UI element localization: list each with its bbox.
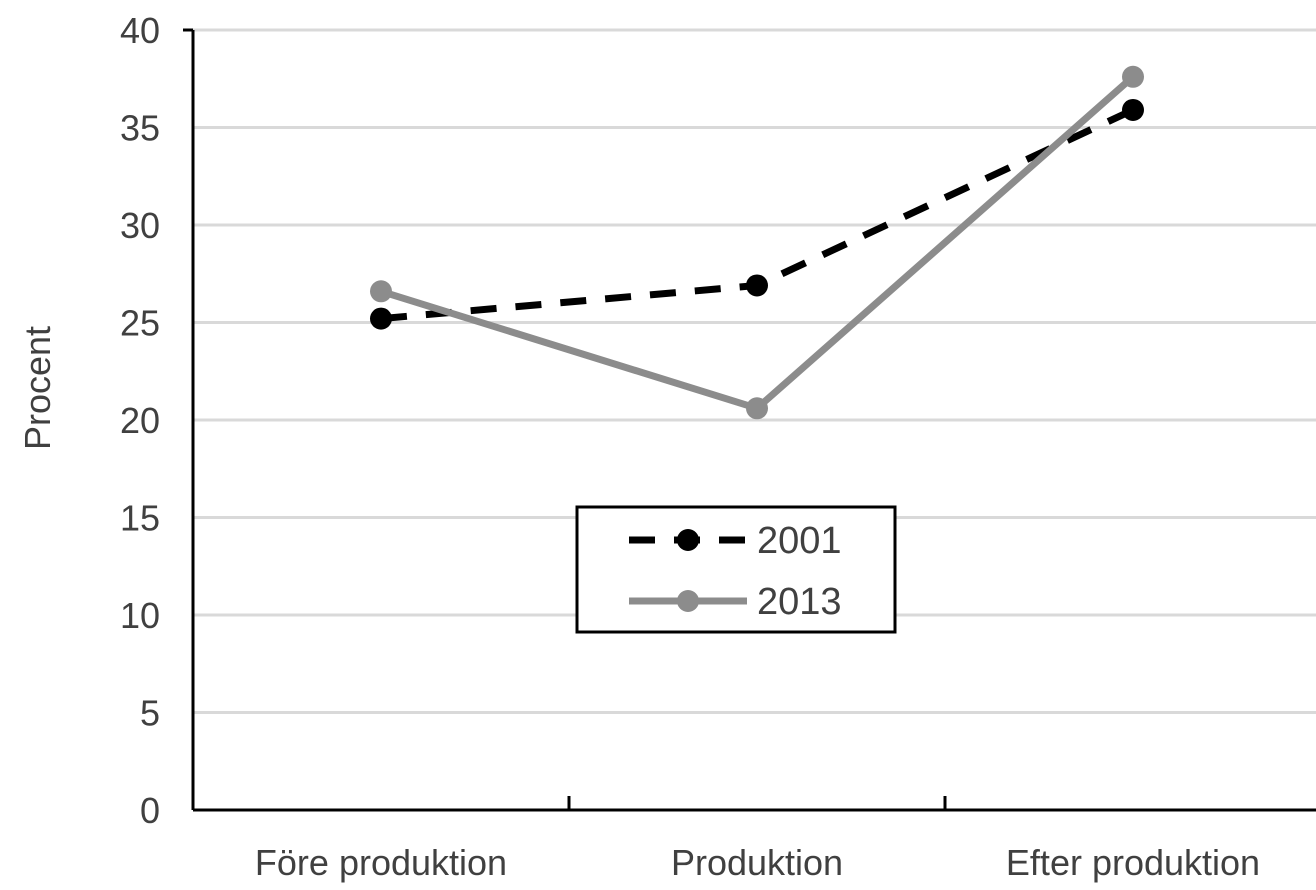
- x-tick-label: Produktion: [671, 842, 843, 883]
- y-tick-label: 10: [120, 595, 160, 636]
- x-tick-labels: Före produktion Produktion Efter produktio…: [255, 842, 1260, 883]
- data-point: [370, 307, 392, 330]
- data-point: [746, 397, 768, 420]
- y-tick-labels: 0 5 10 15 20 25 30 35 40: [120, 10, 160, 831]
- axes: [183, 28, 1316, 812]
- data-point: [1122, 98, 1144, 121]
- y-tick-label: 30: [120, 205, 160, 246]
- y-tick-label: 35: [120, 108, 160, 149]
- y-tick-label: 15: [120, 498, 160, 539]
- x-tick-label: Efter produktion: [1006, 842, 1260, 883]
- data-point: [746, 274, 768, 297]
- legend-item: 2001: [629, 520, 842, 562]
- legend-label: 2001: [757, 520, 842, 562]
- legend: 2001 2013: [575, 505, 897, 634]
- series-2001: [370, 98, 1144, 330]
- series: [370, 65, 1144, 420]
- legend-marker: [677, 590, 699, 612]
- y-tick-label: 25: [120, 303, 160, 344]
- y-tick-label: 20: [120, 400, 160, 441]
- y-tick-label: 40: [120, 10, 160, 51]
- legend-box: [575, 505, 897, 634]
- x-tick-label: Före produktion: [255, 842, 507, 883]
- data-point: [1122, 65, 1144, 88]
- legend-label: 2013: [757, 581, 842, 623]
- y-tick-label: 0: [140, 790, 160, 831]
- y-tick-label: 5: [140, 693, 160, 734]
- series-2013: [370, 65, 1144, 420]
- y-axis-title: Procent: [17, 326, 58, 450]
- legend-marker: [677, 529, 699, 551]
- legend-item: 2013: [629, 581, 842, 623]
- data-point: [370, 280, 392, 303]
